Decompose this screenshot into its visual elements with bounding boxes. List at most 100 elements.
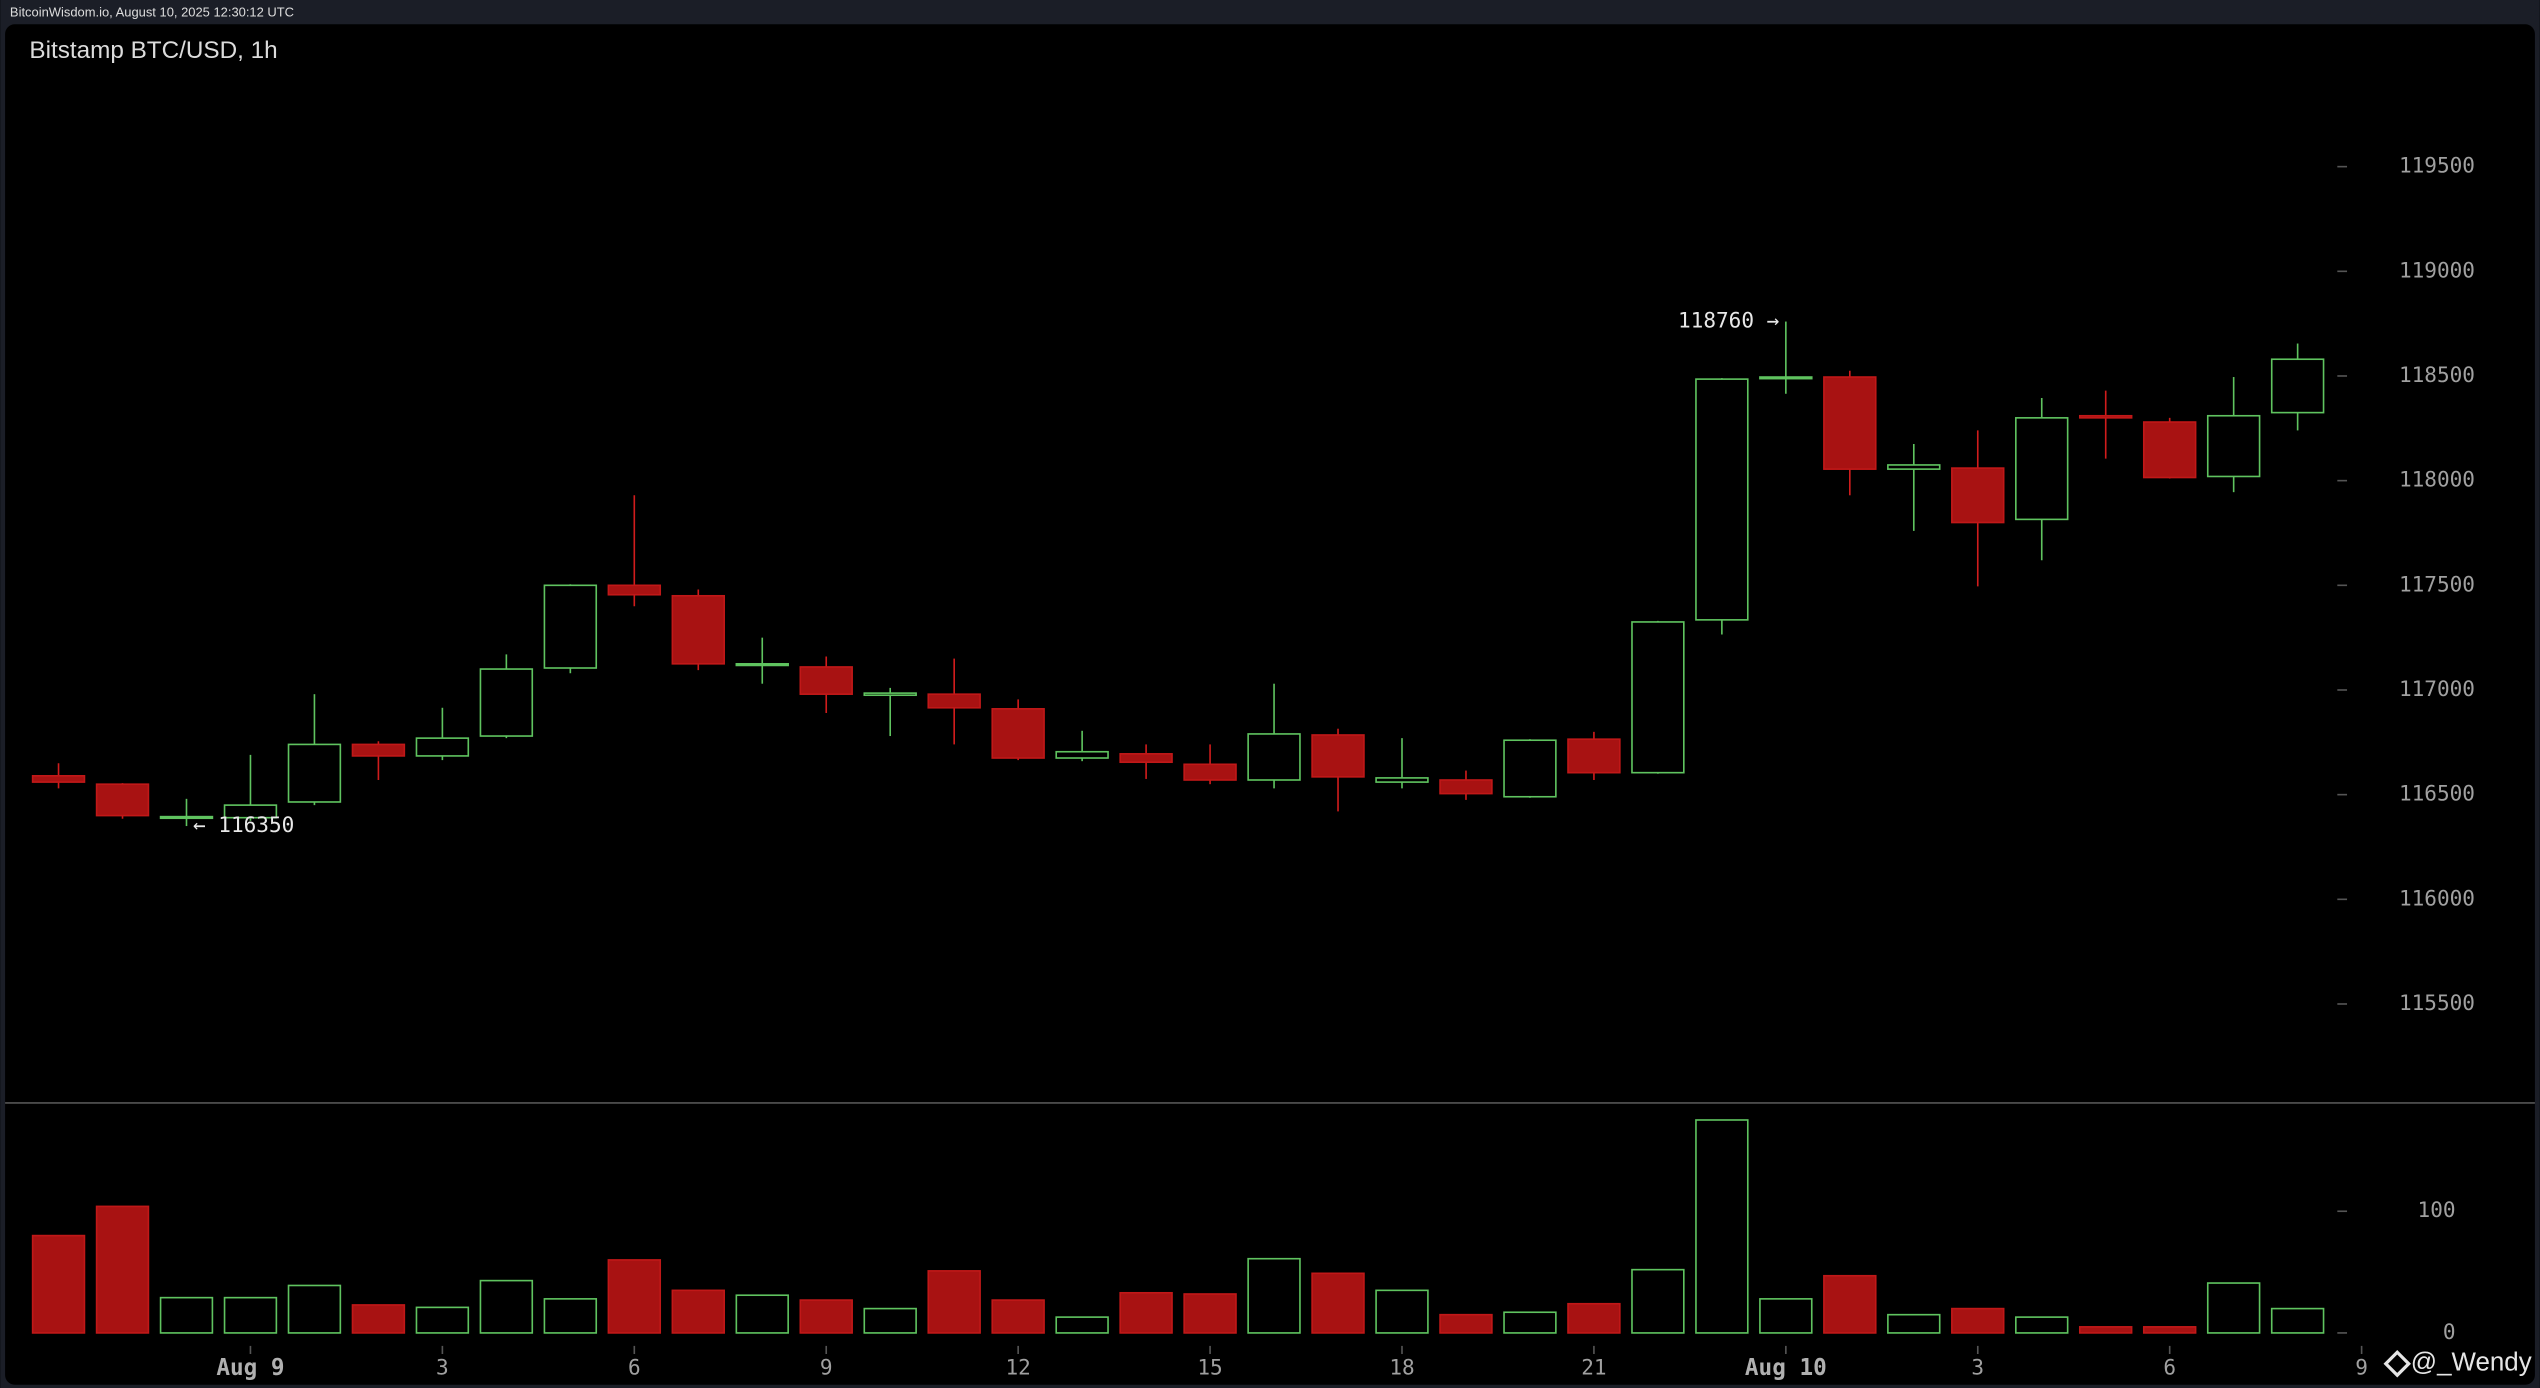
x-tick-label: Aug 9: [216, 1355, 284, 1381]
x-tick-label: 12: [1005, 1355, 1030, 1380]
volume-bar: [1439, 1313, 1493, 1334]
candle-body: [2015, 417, 2069, 521]
candle-body: [479, 668, 534, 737]
volume-bar: [607, 1259, 662, 1334]
candle-body: [1951, 467, 2005, 524]
candle-body: [415, 737, 470, 757]
candle-body: [31, 775, 86, 783]
volume-bar: [1887, 1313, 1941, 1334]
volume-bar: [2078, 1326, 2133, 1334]
candle-body: [1439, 779, 1493, 795]
volume-bar: [735, 1294, 789, 1334]
volume-bar: [1311, 1272, 1365, 1334]
x-tick-label: 9: [2355, 1355, 2368, 1380]
candle-body: [1055, 750, 1109, 759]
volume-bar: [2270, 1307, 2325, 1334]
volume-bar: [1055, 1316, 1109, 1334]
candle-body: [991, 708, 1045, 759]
volume-bar: [2142, 1326, 2197, 1334]
candle-body: [543, 584, 598, 669]
candle-body: [159, 815, 214, 820]
y-tick-label: 118500: [2399, 362, 2475, 387]
y-tick-label: 117000: [2399, 676, 2475, 701]
candle-body: [1183, 763, 1237, 781]
candle-body: [607, 584, 662, 596]
candle-body: [2206, 414, 2261, 478]
x-tick-label: 3: [436, 1355, 449, 1380]
volume-bar: [2206, 1282, 2261, 1334]
volume-tick-label: 0: [2443, 1319, 2456, 1344]
annotation: 118760 →: [1678, 308, 1779, 333]
candle-body: [1887, 464, 1941, 470]
candle-body: [735, 663, 789, 667]
candle-body: [2142, 421, 2197, 479]
candle-body: [2078, 414, 2133, 419]
candle-body: [1311, 734, 1365, 778]
volume-bar: [799, 1299, 853, 1334]
candle-body: [1503, 739, 1557, 798]
y-tick-label: 118000: [2399, 467, 2475, 492]
x-tick-label: 21: [1581, 1355, 1606, 1380]
candle-body: [799, 666, 853, 695]
volume-bar: [1503, 1311, 1557, 1334]
volume-bar: [1119, 1291, 1173, 1334]
candle-body: [1119, 753, 1173, 764]
volume-bar: [1375, 1289, 1429, 1334]
candle-body: [223, 804, 278, 819]
candle-body: [351, 743, 406, 757]
x-tick-label: 18: [1389, 1355, 1414, 1380]
candle-body: [287, 743, 342, 803]
annotation: ← 116350: [193, 812, 294, 837]
volume-bar: [863, 1307, 917, 1334]
y-tick-label: 119500: [2399, 153, 2475, 178]
y-tick-label: 119000: [2399, 257, 2475, 282]
volume-bar: [31, 1234, 86, 1334]
candle-body: [1759, 376, 1813, 380]
volume-bar: [927, 1270, 981, 1334]
candle-body: [863, 692, 917, 697]
volume-bar: [1183, 1293, 1237, 1334]
watermark-logo: [2383, 1349, 2411, 1378]
volume-bar: [1631, 1268, 1685, 1334]
volume-bar: [2015, 1316, 2069, 1334]
candle-body: [1823, 376, 1877, 470]
y-tick-label: 117500: [2399, 571, 2475, 596]
volume-bar: [1823, 1274, 1877, 1334]
candle-body: [927, 693, 981, 709]
chart-title: Bitstamp BTC/USD, 1h: [29, 37, 277, 64]
y-tick-label: 116500: [2399, 781, 2475, 806]
candle-body: [1695, 378, 1749, 621]
candle-body: [95, 783, 150, 817]
candle-body: [1247, 733, 1301, 781]
candle-body: [1567, 738, 1621, 774]
y-tick-label: 116000: [2399, 885, 2475, 910]
volume-bar: [415, 1306, 470, 1334]
volume-bar: [159, 1296, 214, 1334]
candle-body: [671, 594, 726, 665]
candle-body: [1631, 621, 1685, 774]
x-tick-label: 6: [628, 1355, 641, 1380]
chart-panel: [5, 24, 2535, 1385]
volume-bar: [1951, 1307, 2005, 1334]
volume-bar: [543, 1298, 598, 1334]
volume-bar: [671, 1289, 726, 1334]
volume-bar: [479, 1279, 534, 1334]
volume-bar: [1695, 1119, 1749, 1334]
watermark: @_Wendy: [2411, 1349, 2532, 1377]
x-tick-label: 9: [820, 1355, 833, 1380]
volume-bar: [1247, 1257, 1301, 1334]
x-tick-label: 3: [1971, 1355, 1984, 1380]
header: BitcoinWisdom.io, August 10, 2025 12:30:…: [10, 4, 294, 19]
volume-bar: [351, 1304, 406, 1334]
x-tick-label: 6: [2163, 1355, 2176, 1380]
y-tick-label: 115500: [2399, 990, 2475, 1015]
volume-bar: [95, 1205, 150, 1334]
candle-body: [1375, 777, 1429, 783]
x-tick-label: Aug 10: [1745, 1355, 1827, 1381]
volume-bar: [1759, 1298, 1813, 1334]
volume-tick-label: 100: [2418, 1197, 2456, 1222]
volume-bar: [287, 1284, 342, 1334]
x-tick-label: 15: [1197, 1355, 1222, 1380]
